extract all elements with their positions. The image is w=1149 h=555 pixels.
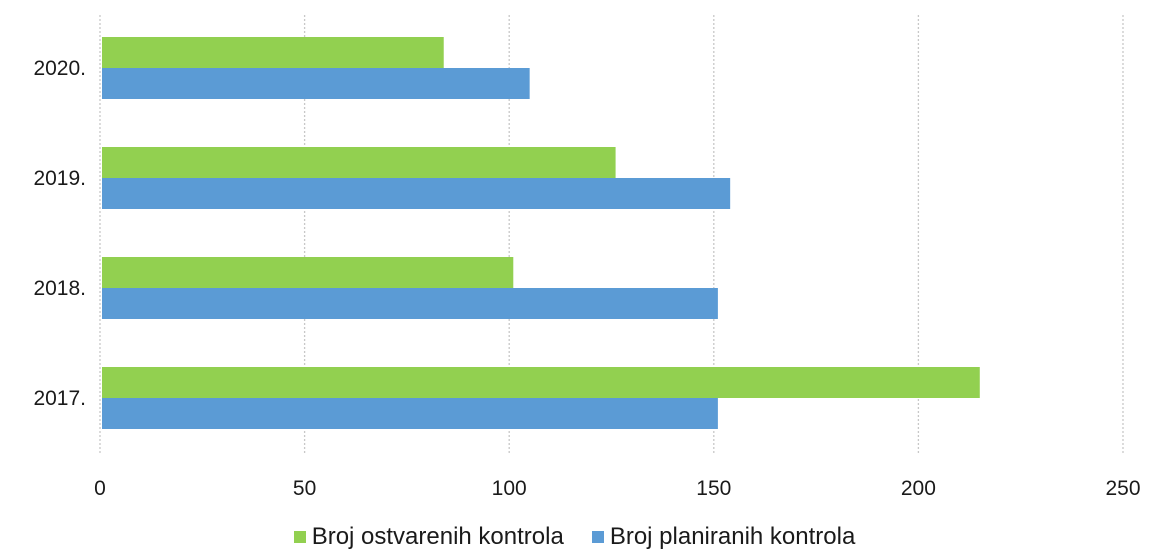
x-tick-label: 150 bbox=[696, 477, 731, 500]
legend: Broj ostvarenih kontrola Broj planiranih… bbox=[0, 518, 1149, 555]
category-label: 2017. bbox=[33, 387, 86, 410]
legend-label-ostvarenih: Broj ostvarenih kontrola bbox=[311, 522, 564, 550]
category-labels: 2020. 2019. 2018. 2017. bbox=[33, 57, 86, 410]
legend-item-planiranih: Broj planiranih kontrola bbox=[591, 522, 856, 551]
x-tick-label: 250 bbox=[1105, 477, 1140, 500]
category-label: 2019. bbox=[33, 167, 86, 190]
legend-label-planiranih: Broj planiranih kontrola bbox=[609, 522, 856, 550]
bar-planiranih bbox=[102, 178, 731, 209]
legend-swatch-ostvarenih bbox=[293, 530, 306, 543]
bar-ostvarenih bbox=[102, 37, 444, 68]
bars bbox=[102, 37, 980, 429]
category-label: 2020. bbox=[33, 57, 86, 80]
legend-swatch-planiranih bbox=[591, 530, 604, 543]
x-tick-labels: 0 50 100 150 200 250 bbox=[94, 477, 1140, 500]
bar-ostvarenih bbox=[102, 367, 980, 398]
bar-planiranih bbox=[102, 288, 718, 319]
bar-planiranih bbox=[102, 398, 718, 429]
x-tick-label: 0 bbox=[94, 477, 106, 500]
x-tick-label: 50 bbox=[293, 477, 316, 500]
category-label: 2018. bbox=[33, 277, 86, 300]
x-tick-label: 200 bbox=[901, 477, 936, 500]
legend-item-ostvarenih: Broj ostvarenih kontrola bbox=[293, 522, 564, 551]
x-tick-label: 100 bbox=[492, 477, 527, 500]
bar-planiranih bbox=[102, 68, 530, 99]
bar-ostvarenih bbox=[102, 147, 616, 178]
bar-ostvarenih bbox=[102, 257, 514, 288]
